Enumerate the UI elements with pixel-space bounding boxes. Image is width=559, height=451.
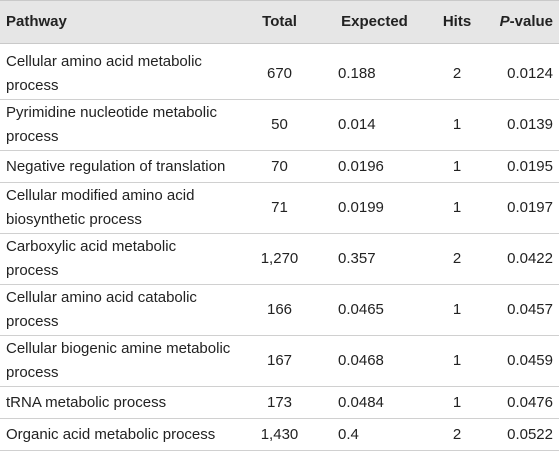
cell-pathway: Cellular modified amino acid biosyntheti… (0, 182, 237, 234)
cell-pvalue: 0.0522 (487, 418, 559, 451)
table-row: Cellular amino acid catabolic process 16… (0, 284, 559, 336)
table-body: Cellular amino acid metabolic process 67… (0, 43, 559, 451)
cell-expected: 0.0199 (322, 182, 427, 234)
cell-pvalue: 0.0422 (487, 233, 559, 285)
cell-expected: 0.0484 (322, 386, 427, 419)
cell-total: 173 (237, 386, 322, 419)
cell-hits: 1 (427, 99, 487, 151)
cell-expected: 0.4 (322, 418, 427, 451)
cell-hits: 2 (427, 233, 487, 285)
cell-hits: 1 (427, 335, 487, 387)
cell-pvalue: 0.0124 (487, 43, 559, 100)
cell-pvalue: 0.0139 (487, 99, 559, 151)
cell-pathway: tRNA metabolic process (0, 386, 237, 419)
cell-pathway: Carboxylic acid metabolic process (0, 233, 237, 285)
cell-total: 50 (237, 99, 322, 151)
cell-total: 167 (237, 335, 322, 387)
cell-expected: 0.014 (322, 99, 427, 151)
cell-total: 166 (237, 284, 322, 336)
cell-total: 1,430 (237, 418, 322, 451)
cell-pvalue: 0.0476 (487, 386, 559, 419)
header-row: Pathway Total Expected Hits P-value (0, 0, 559, 44)
cell-total: 71 (237, 182, 322, 234)
cell-pathway: Cellular amino acid catabolic process (0, 284, 237, 336)
cell-hits: 2 (427, 43, 487, 100)
cell-expected: 0.188 (322, 43, 427, 100)
cell-hits: 1 (427, 150, 487, 183)
table-row: Carboxylic acid metabolic process 1,270 … (0, 233, 559, 285)
cell-expected: 0.0465 (322, 284, 427, 336)
table-row: Pyrimidine nucleotide metabolic process … (0, 99, 559, 151)
header-hits: Hits (427, 0, 487, 44)
header-pathway: Pathway (0, 0, 237, 44)
table-row: Cellular biogenic amine metabolic proces… (0, 335, 559, 387)
cell-expected: 0.357 (322, 233, 427, 285)
header-pvalue-p: P (499, 13, 510, 30)
cell-hits: 1 (427, 284, 487, 336)
cell-pvalue: 0.0457 (487, 284, 559, 336)
cell-expected: 0.0468 (322, 335, 427, 387)
table-row: Organic acid metabolic process 1,430 0.4… (0, 418, 559, 451)
cell-pathway: Cellular amino acid metabolic process (0, 43, 237, 100)
header-expected: Expected (322, 0, 427, 44)
cell-pathway: Organic acid metabolic process (0, 418, 237, 451)
cell-hits: 2 (427, 418, 487, 451)
cell-total: 1,270 (237, 233, 322, 285)
table-row: Negative regulation of translation 70 0.… (0, 150, 559, 183)
header-pvalue: P-value (487, 0, 559, 44)
cell-pathway: Cellular biogenic amine metabolic proces… (0, 335, 237, 387)
table-row: tRNA metabolic process 173 0.0484 1 0.04… (0, 386, 559, 419)
header-total: Total (237, 0, 322, 44)
cell-pathway: Negative regulation of translation (0, 150, 237, 183)
cell-pvalue: 0.0197 (487, 182, 559, 234)
cell-hits: 1 (427, 386, 487, 419)
cell-pvalue: 0.0195 (487, 150, 559, 183)
table-header: Pathway Total Expected Hits P-value (0, 0, 559, 44)
cell-total: 670 (237, 43, 322, 100)
cell-expected: 0.0196 (322, 150, 427, 183)
cell-total: 70 (237, 150, 322, 183)
table-row: Cellular amino acid metabolic process 67… (0, 43, 559, 100)
cell-pvalue: 0.0459 (487, 335, 559, 387)
cell-hits: 1 (427, 182, 487, 234)
cell-pathway: Pyrimidine nucleotide metabolic process (0, 99, 237, 151)
table-row: Cellular modified amino acid biosyntheti… (0, 182, 559, 234)
header-pvalue-suffix: -value (509, 13, 553, 30)
